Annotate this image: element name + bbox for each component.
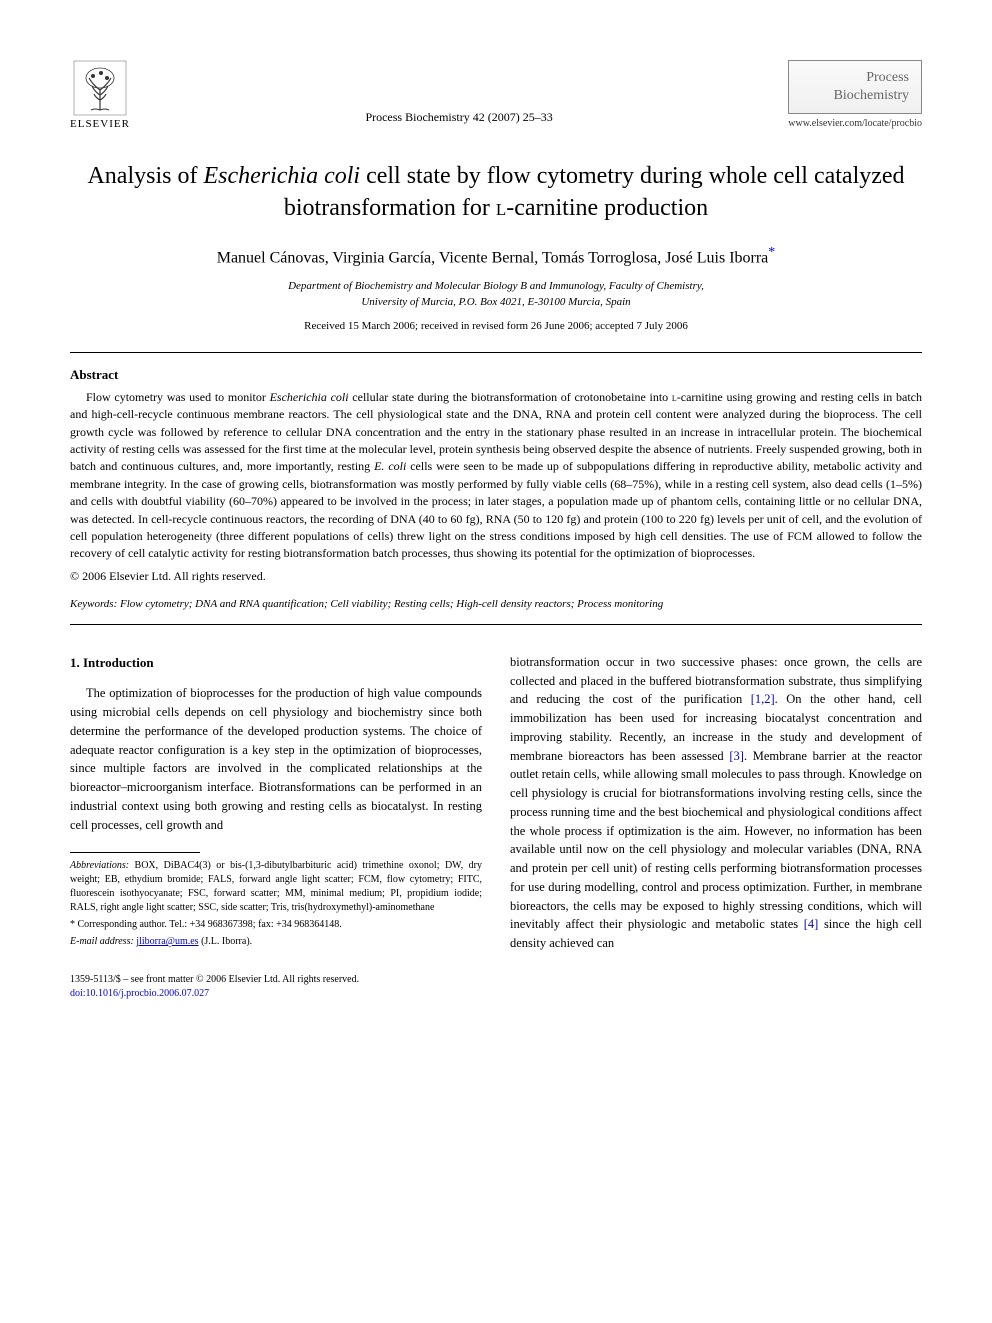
abs-species2: E. coli	[374, 459, 406, 473]
page-header: ELSEVIER Process Biochemistry 42 (2007) …	[70, 60, 922, 130]
keywords-line: Keywords: Flow cytometry; DNA and RNA qu…	[70, 598, 922, 610]
journal-reference: Process Biochemistry 42 (2007) 25–33	[130, 60, 788, 125]
intro-para-2: biotransformation occur in two successiv…	[510, 653, 922, 953]
abs-t4: cells were seen to be made up of subpopu…	[70, 459, 922, 560]
citation-1-2[interactable]: [1,2]	[751, 692, 775, 706]
abstract-heading: Abstract	[70, 367, 922, 383]
journal-title-box: Process Biochemistry	[788, 60, 922, 114]
doi-line: doi:10.1016/j.procbio.2006.07.027	[70, 987, 922, 1001]
email-label: E-mail address:	[70, 936, 134, 947]
footnote-email: E-mail address: jliborra@um.es (J.L. Ibo…	[70, 935, 482, 949]
email-suffix: (J.L. Iborra).	[199, 936, 253, 947]
journal-url: www.elsevier.com/locate/procbio	[788, 118, 922, 129]
journal-brand-box: Process Biochemistry www.elsevier.com/lo…	[788, 60, 922, 129]
bottom-meta: 1359-5113/$ – see front matter © 2006 El…	[70, 973, 922, 1001]
rule-top	[70, 352, 922, 353]
keywords-list: Flow cytometry; DNA and RNA quantificati…	[117, 598, 663, 610]
title-smallcaps: l	[496, 195, 506, 221]
article-title: Analysis of Escherichia coli cell state …	[70, 160, 922, 225]
rule-bottom	[70, 624, 922, 625]
c2-t3: . Membrane barrier at the reactor outlet…	[510, 749, 922, 932]
abbrev-text: BOX, DiBAC4(3) or bis-(1,3-dibutylbarbit…	[70, 860, 482, 913]
column-left: 1. Introduction The optimization of biop…	[70, 653, 482, 953]
corresponding-mark: *	[768, 245, 775, 260]
abstract-body: Flow cytometry was used to monitor Esche…	[70, 389, 922, 563]
citation-4[interactable]: [4]	[804, 917, 819, 931]
abs-species1: Escherichia coli	[270, 390, 349, 404]
publisher-logo: ELSEVIER	[70, 60, 130, 130]
doi-link[interactable]: doi:10.1016/j.procbio.2006.07.027	[70, 988, 209, 999]
intro-para-1: The optimization of bioprocesses for the…	[70, 684, 482, 834]
column-right: biotransformation occur in two successiv…	[510, 653, 922, 953]
article-dates: Received 15 March 2006; received in revi…	[70, 320, 922, 332]
journal-title-line1: Process	[866, 70, 909, 85]
email-link[interactable]: jliborra@um.es	[136, 936, 198, 947]
publisher-name: ELSEVIER	[70, 118, 130, 130]
title-species: Escherichia coli	[203, 163, 360, 189]
footnote-rule	[70, 852, 200, 853]
affiliation-line1: Department of Biochemistry and Molecular…	[288, 280, 704, 292]
abs-t1: Flow cytometry was used to monitor	[86, 390, 270, 404]
citation-3[interactable]: [3]	[729, 749, 744, 763]
affiliation: Department of Biochemistry and Molecular…	[70, 279, 922, 310]
journal-title-line2: Biochemistry	[834, 88, 909, 103]
affiliation-line2: University of Murcia, P.O. Box 4021, E-3…	[361, 296, 630, 308]
footnote-corresponding: * Corresponding author. Tel.: +34 968367…	[70, 918, 482, 932]
section-heading-intro: 1. Introduction	[70, 653, 482, 673]
elsevier-tree-icon	[73, 60, 127, 116]
keywords-label: Keywords:	[70, 598, 117, 610]
authors-list: Manuel Cánovas, Virginia García, Vicente…	[217, 249, 769, 266]
body-columns: 1. Introduction The optimization of biop…	[70, 653, 922, 953]
authors-line: Manuel Cánovas, Virginia García, Vicente…	[70, 245, 922, 267]
footnotes-block: Abbreviations: BOX, DiBAC4(3) or bis-(1,…	[70, 859, 482, 949]
abs-t2: cellular state during the biotransformat…	[349, 390, 672, 404]
issn-line: 1359-5113/$ – see front matter © 2006 El…	[70, 973, 922, 987]
title-end: -carnitine production	[506, 195, 708, 221]
title-pre: Analysis of	[87, 163, 203, 189]
copyright-line: © 2006 Elsevier Ltd. All rights reserved…	[70, 569, 922, 584]
abbrev-label: Abbreviations:	[70, 860, 129, 871]
footnote-abbreviations: Abbreviations: BOX, DiBAC4(3) or bis-(1,…	[70, 859, 482, 915]
